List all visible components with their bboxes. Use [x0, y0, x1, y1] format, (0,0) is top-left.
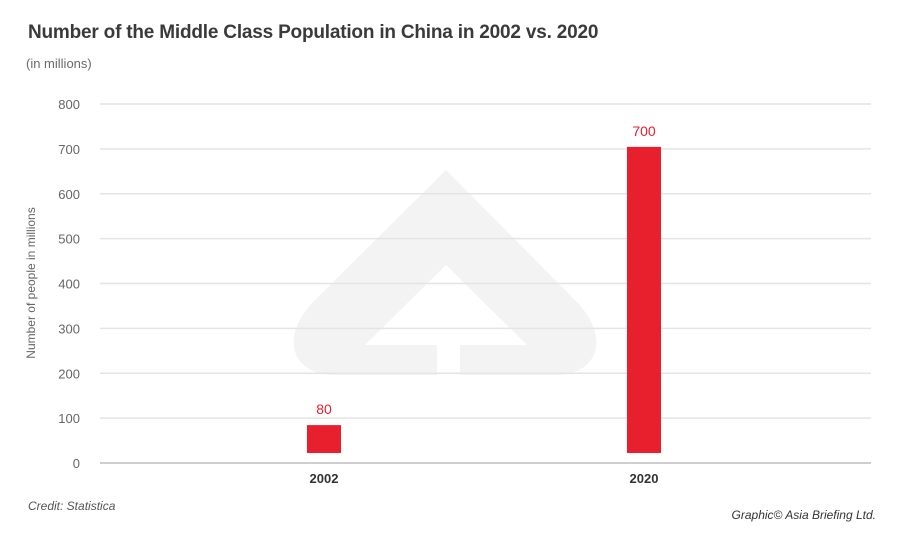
logo-watermark-icon	[293, 170, 597, 375]
bars	[307, 146, 661, 453]
bar-2002	[307, 425, 341, 453]
y-tick-label: 700	[58, 142, 80, 157]
y-tick-label: 600	[58, 187, 80, 202]
data-labels: 80 700	[316, 123, 656, 417]
data-label-2002: 80	[316, 401, 332, 417]
y-axis-label: Number of people in millions	[24, 207, 38, 358]
y-axis-ticks: 0 100 200 300 400 500 600 700 800	[58, 97, 80, 471]
y-tick-label: 400	[58, 277, 80, 292]
x-tick-label-2002: 2002	[310, 471, 339, 486]
bar-2020	[627, 146, 661, 453]
y-tick-label: 200	[58, 366, 80, 381]
gridlines	[100, 103, 871, 464]
copyright-text: Graphic© Asia Briefing Ltd.	[731, 508, 876, 522]
x-tick-label-2020: 2020	[630, 471, 659, 486]
credit-text: Credit: Statistica	[28, 499, 116, 513]
y-tick-label: 0	[73, 456, 80, 471]
y-tick-label: 800	[58, 97, 80, 112]
y-tick-label: 300	[58, 321, 80, 336]
x-axis-ticks: 2002 2020	[310, 471, 659, 486]
chart-subtitle: (in millions)	[26, 56, 92, 71]
y-tick-label: 500	[58, 232, 80, 247]
y-tick-label: 100	[58, 411, 80, 426]
data-label-2020: 700	[632, 123, 656, 139]
chart-title: Number of the Middle Class Population in…	[28, 22, 599, 43]
watermark-shape	[293, 170, 597, 375]
